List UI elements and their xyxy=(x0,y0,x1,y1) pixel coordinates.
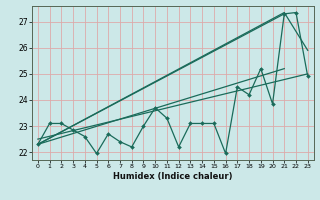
X-axis label: Humidex (Indice chaleur): Humidex (Indice chaleur) xyxy=(113,172,233,181)
